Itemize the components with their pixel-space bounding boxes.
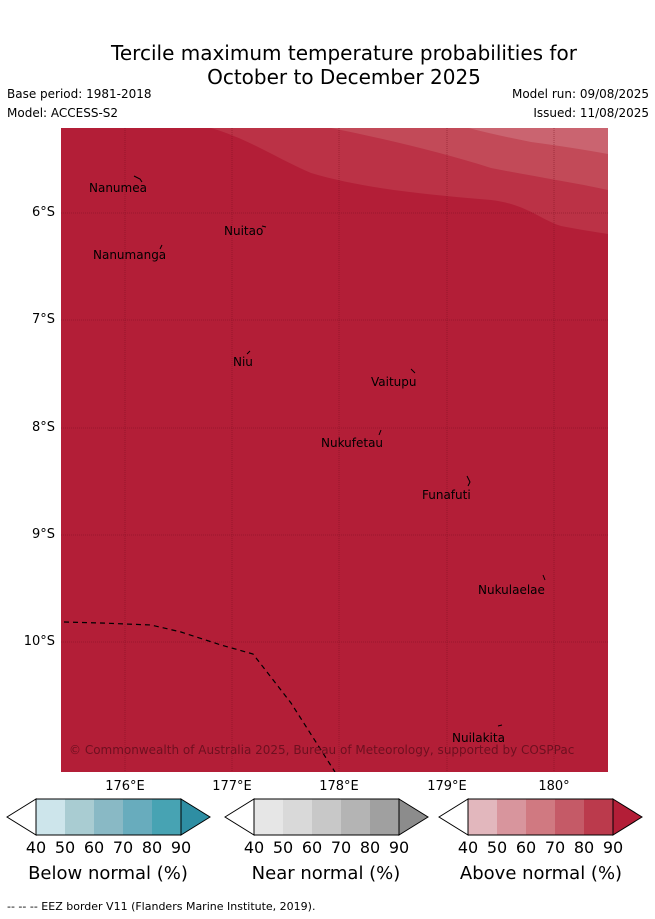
map-panel bbox=[61, 128, 608, 772]
cb-below-tick-40: 40 bbox=[25, 838, 47, 857]
lon-label-177e: 177°E bbox=[212, 779, 252, 794]
cb-near-tick-40: 40 bbox=[243, 838, 265, 857]
colorbar-near-segment-4 bbox=[341, 799, 370, 835]
colorbar-below-segment-0 bbox=[6, 798, 37, 836]
map-title: Tercile maximum temperature probabilitie… bbox=[0, 41, 655, 89]
cb-near-tick-60: 60 bbox=[301, 838, 323, 857]
cb-above-tick-70: 70 bbox=[544, 838, 566, 857]
cb-near-tick-70: 70 bbox=[330, 838, 352, 857]
issued-date: Issued: 11/08/2025 bbox=[533, 106, 649, 120]
colorbar-near-normal bbox=[224, 798, 429, 836]
cb-above-tick-50: 50 bbox=[486, 838, 508, 857]
colorbar-near-title: Near normal (%) bbox=[251, 863, 401, 884]
title-line-1: Tercile maximum temperature probabilitie… bbox=[111, 41, 577, 65]
island-label-nuitao: Nuitao bbox=[224, 224, 264, 238]
island-label-vaitupu: Vaitupu bbox=[371, 375, 417, 389]
colorbar-near-segment-3 bbox=[312, 799, 341, 835]
colorbar-above-segment-5 bbox=[584, 799, 613, 835]
eez-border-line bbox=[63, 621, 336, 772]
cb-below-tick-90: 90 bbox=[170, 838, 192, 857]
lat-label-10s: 10°S bbox=[23, 634, 55, 649]
colorbar-above-segment-3 bbox=[526, 799, 555, 835]
above-normal-60-area bbox=[469, 128, 608, 154]
model-run: Model run: 09/08/2025 bbox=[511, 87, 649, 101]
lat-label-7s: 7°S bbox=[31, 312, 55, 327]
colorbar-near-segment-6 bbox=[398, 798, 429, 836]
copyright-text: © Commonwealth of Australia 2025, Bureau… bbox=[69, 743, 575, 757]
colorbar-below-segment-1 bbox=[36, 799, 65, 835]
colorbar-below-normal bbox=[6, 798, 211, 836]
colorbar-near-segment-2 bbox=[283, 799, 312, 835]
island-label-nanumanga: Nanumanga bbox=[93, 248, 167, 262]
island-label-niu: Niu bbox=[233, 355, 253, 369]
eez-footnote: -- -- -- EEZ border V11 (Flanders Marine… bbox=[7, 900, 316, 913]
colorbar-below-segment-5 bbox=[152, 799, 181, 835]
colorbar-below-segment-3 bbox=[94, 799, 123, 835]
colorbar-below-segment-2 bbox=[65, 799, 94, 835]
colorbar-below-segment-6 bbox=[180, 798, 211, 836]
cb-above-tick-60: 60 bbox=[515, 838, 537, 857]
cb-near-tick-90: 90 bbox=[388, 838, 410, 857]
title-line-2: October to December 2025 bbox=[207, 65, 481, 89]
cb-near-tick-50: 50 bbox=[272, 838, 294, 857]
lon-label-180: 180° bbox=[538, 779, 570, 794]
colorbar-near-segment-5 bbox=[370, 799, 399, 835]
colorbar-above-segment-2 bbox=[497, 799, 526, 835]
island-outlines bbox=[133, 175, 546, 727]
colorbar-above-segment-0 bbox=[438, 798, 469, 836]
map-svg bbox=[61, 128, 608, 772]
lon-label-178e: 178°E bbox=[319, 779, 359, 794]
cb-below-tick-80: 80 bbox=[141, 838, 163, 857]
base-period: Base period: 1981-2018 bbox=[7, 87, 152, 101]
colorbar-above-segment-6 bbox=[612, 798, 643, 836]
island-label-nanumea: Nanumea bbox=[89, 181, 147, 195]
lon-label-176e: 176°E bbox=[105, 779, 145, 794]
lat-label-8s: 8°S bbox=[31, 420, 55, 435]
cb-below-tick-50: 50 bbox=[54, 838, 76, 857]
colorbar-above-normal bbox=[438, 798, 643, 836]
cb-above-tick-40: 40 bbox=[457, 838, 479, 857]
island-label-nukulaelae: Nukulaelae bbox=[478, 583, 545, 597]
colorbar-above-segment-1 bbox=[468, 799, 497, 835]
graticule bbox=[61, 128, 608, 772]
island-label-funafuti: Funafuti bbox=[422, 488, 471, 502]
lon-label-179e: 179°E bbox=[427, 779, 467, 794]
island-label-nuilakita: Nuilakita bbox=[452, 731, 505, 745]
colorbar-above-segment-4 bbox=[555, 799, 584, 835]
model-name: Model: ACCESS-S2 bbox=[7, 106, 119, 120]
cb-near-tick-80: 80 bbox=[359, 838, 381, 857]
island-label-nukufetau: Nukufetau bbox=[321, 436, 384, 450]
colorbar-near-segment-1 bbox=[254, 799, 283, 835]
colorbar-above-title: Above normal (%) bbox=[459, 863, 623, 884]
cb-below-tick-70: 70 bbox=[112, 838, 134, 857]
lat-label-9s: 9°S bbox=[31, 527, 55, 542]
cb-above-tick-80: 80 bbox=[573, 838, 595, 857]
cb-above-tick-90: 90 bbox=[602, 838, 624, 857]
cb-below-tick-60: 60 bbox=[83, 838, 105, 857]
above-normal-90-area bbox=[61, 128, 608, 772]
above-normal-70-area bbox=[331, 128, 608, 190]
lat-label-6s: 6°S bbox=[31, 205, 55, 220]
colorbar-below-segment-4 bbox=[123, 799, 152, 835]
colorbar-near-segment-0 bbox=[224, 798, 255, 836]
colorbar-below-title: Below normal (%) bbox=[28, 863, 188, 884]
